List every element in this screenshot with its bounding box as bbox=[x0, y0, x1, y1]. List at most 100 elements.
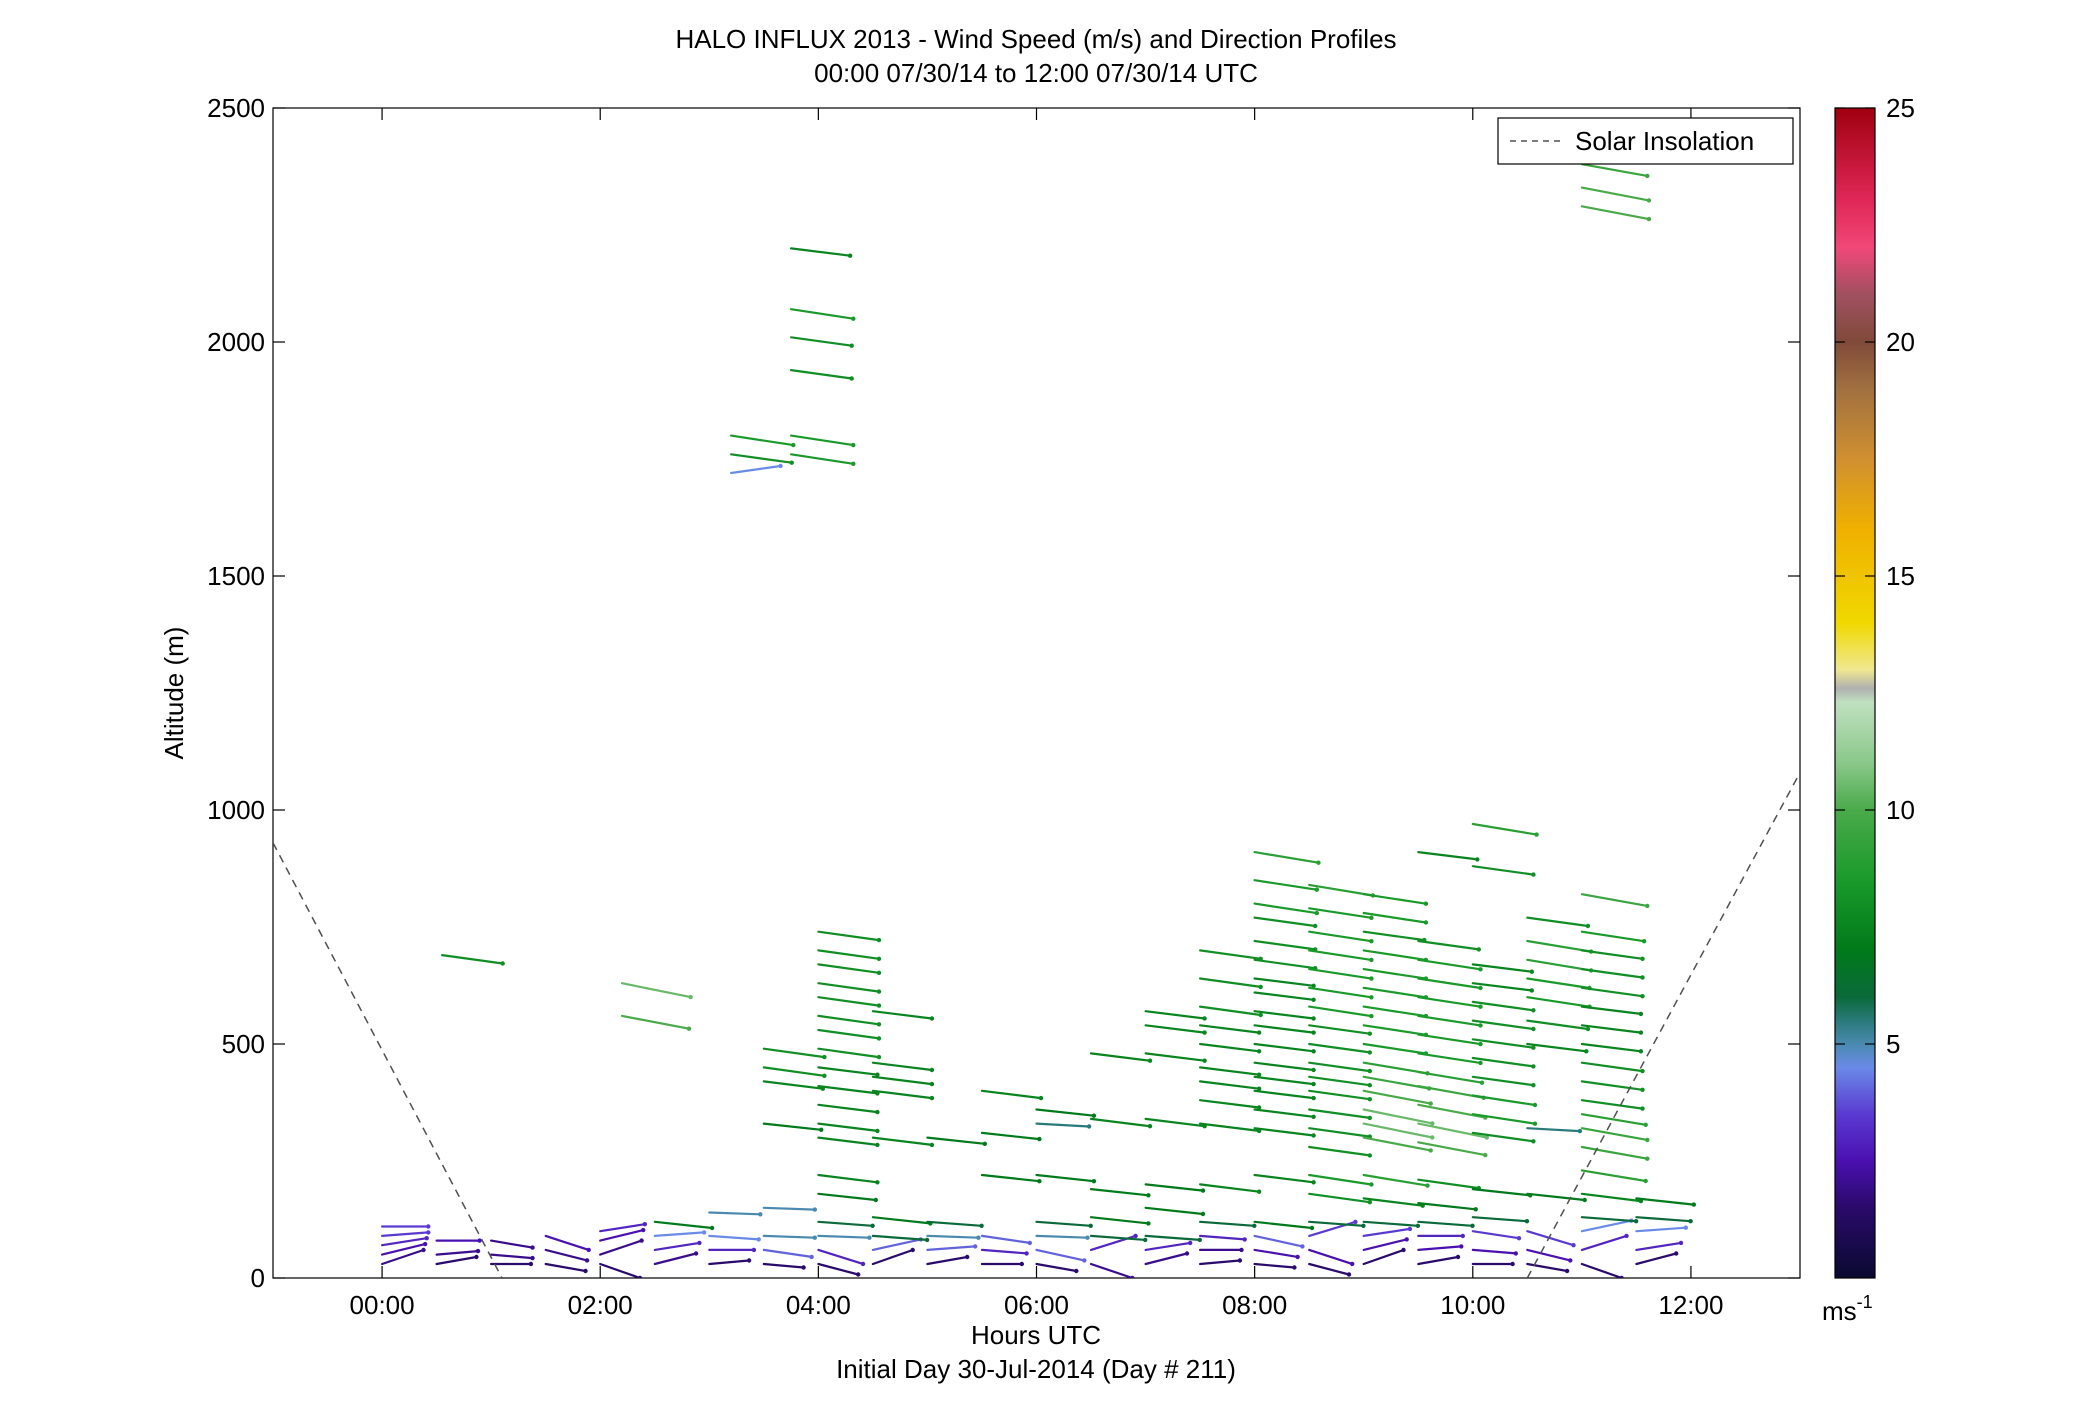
colorbar-tick-label: 25 bbox=[1886, 93, 1915, 123]
wind-vector bbox=[871, 1075, 934, 1086]
wind-vector bbox=[1253, 902, 1318, 915]
wind-vector bbox=[1144, 1010, 1206, 1020]
wind-vector-head bbox=[1252, 1223, 1257, 1229]
wind-vector bbox=[1417, 1178, 1480, 1190]
wind-vector bbox=[1144, 1183, 1205, 1192]
wind-vector-head bbox=[876, 1003, 882, 1008]
wind-vector bbox=[1253, 879, 1318, 891]
wind-vector bbox=[817, 996, 881, 1007]
wind-vector-head bbox=[1200, 1211, 1206, 1217]
wind-vector bbox=[1362, 911, 1428, 924]
wind-vector-head bbox=[851, 442, 856, 448]
wind-vector-head bbox=[1478, 1023, 1483, 1028]
wind-vector-head bbox=[851, 461, 856, 466]
wind-vector bbox=[1362, 1108, 1434, 1125]
wind-vector-head bbox=[1147, 1058, 1153, 1063]
wind-vector bbox=[1308, 1220, 1365, 1227]
wind-vector bbox=[817, 1047, 881, 1059]
wind-vector bbox=[1580, 1099, 1644, 1110]
wind-vector bbox=[1635, 1241, 1683, 1252]
wind-vector bbox=[1526, 1042, 1588, 1053]
wind-vector bbox=[435, 1249, 480, 1256]
y-axis-label: Altitude (m) bbox=[159, 627, 189, 760]
wind-vector-head bbox=[1256, 1189, 1262, 1194]
wind-vector bbox=[1635, 1216, 1692, 1223]
wind-vector-head bbox=[1683, 1225, 1689, 1230]
wind-vector-head bbox=[1239, 1247, 1244, 1253]
wind-vector-head bbox=[1369, 995, 1374, 1000]
wind-vector-head bbox=[867, 1235, 872, 1240]
wind-vector-head bbox=[1311, 1049, 1316, 1054]
wind-vector-head bbox=[1478, 1041, 1483, 1047]
wind-vector-head bbox=[1314, 910, 1320, 916]
x-axis-label: Hours UTC bbox=[971, 1320, 1101, 1350]
y-tick-label: 0 bbox=[251, 1263, 265, 1293]
wind-vector-head bbox=[1369, 1013, 1374, 1019]
wind-vector bbox=[762, 1047, 826, 1059]
wind-vector bbox=[1580, 1005, 1643, 1016]
wind-vector-head bbox=[1674, 1251, 1679, 1256]
wind-vector-head bbox=[876, 937, 882, 943]
wind-vector-head bbox=[422, 1241, 428, 1247]
wind-vector-head bbox=[530, 1255, 535, 1261]
wind-vector-head bbox=[1311, 1016, 1316, 1021]
wind-vector bbox=[1526, 996, 1591, 1008]
wind-vector-head bbox=[475, 1248, 481, 1254]
wind-vector-head bbox=[1143, 1237, 1148, 1243]
wind-vector-head bbox=[929, 1142, 935, 1148]
wind-vector bbox=[1198, 1099, 1261, 1109]
wind-vector bbox=[1471, 865, 1535, 876]
wind-vector-head bbox=[1531, 1139, 1536, 1144]
wind-vector bbox=[1580, 1061, 1644, 1073]
wind-vector-head bbox=[1086, 1124, 1092, 1129]
wind-vector bbox=[1035, 1173, 1096, 1183]
wind-vector-head bbox=[873, 1197, 878, 1203]
wind-vector-head bbox=[801, 1265, 806, 1270]
wind-vector bbox=[1362, 1173, 1429, 1187]
wind-vector bbox=[1362, 1122, 1434, 1139]
wind-vector bbox=[871, 1216, 932, 1225]
wind-vector-head bbox=[875, 1128, 880, 1134]
wind-vector-head bbox=[1531, 1083, 1536, 1088]
wind-vector bbox=[1580, 1262, 1623, 1278]
wind-vector-head bbox=[1534, 832, 1539, 837]
wind-vector-head bbox=[1237, 1258, 1243, 1263]
wind-vector-head bbox=[876, 970, 882, 975]
wind-vector bbox=[1144, 1206, 1205, 1216]
wind-vector-head bbox=[693, 1251, 699, 1256]
wind-vector bbox=[1308, 1192, 1371, 1204]
wind-vector bbox=[1089, 1234, 1147, 1242]
wind-vector bbox=[1580, 1169, 1647, 1183]
wind-vector bbox=[1526, 939, 1593, 953]
wind-vector-head bbox=[1082, 1258, 1087, 1263]
wind-vector-head bbox=[1423, 920, 1429, 925]
wind-vector bbox=[381, 1231, 430, 1238]
wind-vector-head bbox=[1314, 887, 1320, 892]
wind-vector-head bbox=[875, 1072, 880, 1077]
wind-vector-head bbox=[1638, 1030, 1644, 1035]
wind-vector-head bbox=[1367, 1153, 1373, 1158]
wind-vector bbox=[789, 369, 853, 380]
wind-vector bbox=[490, 1239, 534, 1249]
wind-vector bbox=[1308, 1248, 1354, 1266]
wind-vector bbox=[926, 1234, 980, 1239]
wind-vector bbox=[1253, 1024, 1315, 1034]
wind-vector bbox=[1253, 1127, 1315, 1137]
wind-vector bbox=[1526, 977, 1591, 990]
wind-vector-head bbox=[1353, 1219, 1358, 1225]
wind-vector bbox=[789, 308, 855, 320]
y-tick-label: 2000 bbox=[207, 327, 265, 357]
wind-vector-head bbox=[701, 1230, 707, 1235]
wind-vector-head bbox=[812, 1235, 817, 1240]
wind-vector-head bbox=[1367, 1068, 1373, 1074]
wind-vector bbox=[1362, 1136, 1432, 1152]
wind-vector bbox=[708, 1259, 751, 1266]
wind-vector-head bbox=[1367, 1083, 1373, 1088]
wind-vector-head bbox=[965, 1254, 970, 1260]
wind-vector-head bbox=[1479, 1080, 1485, 1085]
wind-vector-head bbox=[1350, 1261, 1355, 1267]
wind-vector bbox=[1035, 1220, 1092, 1227]
wind-vector-head bbox=[1531, 1064, 1536, 1069]
legend-label-solar-insolation: Solar Insolation bbox=[1575, 126, 1754, 156]
wind-vector-head bbox=[860, 1261, 866, 1267]
